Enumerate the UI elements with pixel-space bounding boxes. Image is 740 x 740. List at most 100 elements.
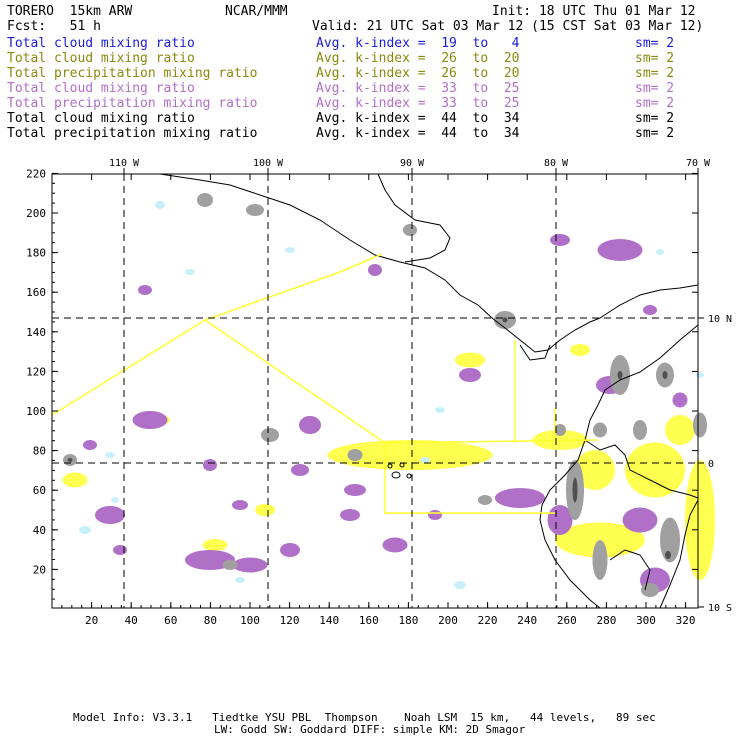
field-kindex: Avg. k-index = 44 to 34 [316, 111, 520, 126]
y-tick-label: 40 [33, 524, 46, 537]
cloud-cell [197, 193, 213, 207]
x-tick-label: 140 [319, 614, 339, 627]
coastline [584, 439, 699, 499]
y-tick-label: 80 [33, 445, 46, 458]
cloud-cell [344, 484, 366, 496]
coastline [519, 344, 551, 361]
field-kindex: Avg. k-index = 44 to 34 [316, 126, 520, 141]
x-tick-label: 180 [398, 614, 418, 627]
cloud-cell [67, 458, 73, 462]
coastline [159, 173, 601, 353]
cloud-cell [550, 234, 570, 246]
region-boundaries [51, 253, 599, 514]
cloud-cell [570, 344, 590, 356]
cloud-cell [665, 551, 671, 559]
lat-label: 10 S [708, 603, 732, 614]
field-name: Total precipitation mixing ratio [7, 96, 258, 111]
y-tick-label: 20 [33, 563, 46, 576]
field-smoothing: sm= 2 [635, 96, 675, 111]
coastline [539, 324, 699, 609]
cloud-cell [280, 543, 300, 557]
lon-label: 70 W [686, 158, 711, 169]
x-tick-label: 280 [596, 614, 616, 627]
x-tick-label: 160 [359, 614, 379, 627]
field-kindex: Avg. k-index = 33 to 25 [316, 96, 520, 111]
forecast-map: 20 40 60 80 100 120 140 160 180 200 220 240 260 280 30… [26, 158, 732, 627]
field-name: Total cloud mixing ratio [7, 111, 195, 126]
lon-label: 100 W [253, 158, 284, 169]
y-tick-label: 120 [26, 365, 46, 378]
coastline [599, 284, 699, 319]
field-smoothing: sm= 2 [635, 51, 675, 66]
cloud-cell [382, 537, 408, 553]
cloud-cell [420, 457, 430, 463]
cloud-cell [478, 495, 492, 505]
model-title: TORERO 15km ARW [7, 4, 133, 19]
cloud-cell [633, 420, 647, 440]
cloud-cell [235, 577, 245, 583]
cloud-cell [155, 201, 165, 209]
island-outline [406, 473, 412, 479]
cloud-cell [665, 415, 695, 445]
cloud-cell [575, 450, 615, 490]
field-kindex: Avg. k-index = 26 to 20 [316, 51, 520, 66]
cloud-cell [685, 460, 715, 580]
boundary-line [204, 319, 555, 514]
coastline [377, 173, 451, 263]
y-tick-label: 100 [26, 405, 46, 418]
field-name: Total cloud mixing ratio [7, 51, 195, 66]
lon-label: 90 W [400, 158, 425, 169]
x-tick-label: 100 [240, 614, 260, 627]
cloud-cell [232, 557, 268, 573]
cloud-cell [79, 526, 91, 534]
cloud-shading [62, 193, 715, 597]
lat-label: 0 [708, 459, 714, 470]
cloud-cell [660, 517, 680, 563]
field-smoothing: sm= 2 [635, 111, 675, 126]
field-smoothing: sm= 2 [635, 66, 675, 81]
cloud-cell [622, 507, 658, 533]
field-row: Total precipitation mixing ratio Avg. k-i… [7, 66, 727, 81]
x-tick-label: 20 [85, 614, 98, 627]
x-tick-label: 300 [636, 614, 656, 627]
x-tick-label: 220 [478, 614, 498, 627]
cloud-cell [428, 510, 442, 520]
map-frame [51, 173, 699, 609]
cloud-cell [459, 368, 481, 382]
lon-label: 110 W [109, 158, 140, 169]
lon-label: 80 W [544, 158, 569, 169]
lat-lon-grid [52, 174, 698, 608]
y-tick-label: 200 [26, 207, 46, 220]
boundary-line [384, 439, 599, 444]
coastlines [159, 173, 699, 609]
center-label: NCAR/MMM [225, 4, 288, 19]
cloud-cell [62, 472, 88, 488]
cloud-cell [111, 497, 119, 503]
cloud-cell [202, 539, 228, 551]
x-tick-label: 240 [517, 614, 537, 627]
cloud-cell [285, 247, 295, 253]
y-tick-label: 160 [26, 286, 46, 299]
lat-label: 10 N [708, 314, 732, 325]
x-tick-label: 200 [438, 614, 458, 627]
boundary-line [51, 253, 383, 416]
cloud-cell [454, 581, 466, 589]
cloud-cell [368, 264, 382, 276]
cloud-cell [435, 407, 445, 413]
cloud-cell [347, 449, 363, 461]
field-row: Total precipitation mixing ratio Avg. k-i… [7, 96, 727, 111]
cloud-cell [662, 371, 668, 379]
cloud-cell [656, 249, 664, 255]
y-tick-label: 60 [33, 484, 46, 497]
field-kindex: Avg. k-index = 19 to 4 [316, 36, 520, 51]
cloud-cell [222, 560, 238, 570]
cloud-cell [299, 416, 321, 434]
cloud-cell [83, 440, 97, 450]
cloud-cell [138, 285, 152, 295]
field-smoothing: sm= 2 [635, 36, 675, 51]
island-outline [391, 471, 401, 479]
axis-ticks: 20 40 60 80 100 120 140 160 180 200 220 240 260 280 30… [26, 158, 732, 627]
cloud-cell [672, 392, 688, 408]
cloud-cell [641, 583, 659, 597]
y-tick-label: 140 [26, 326, 46, 339]
